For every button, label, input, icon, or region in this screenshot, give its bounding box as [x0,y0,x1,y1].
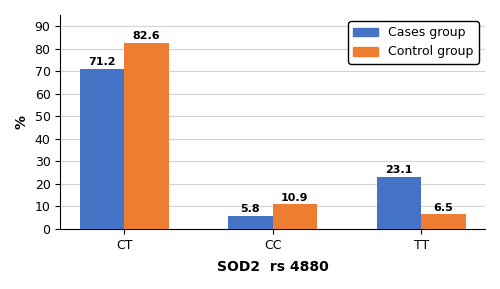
Bar [124,43,168,229]
X-axis label: SOD2  rs 4880: SOD2 rs 4880 [217,260,328,274]
Text: 71.2: 71.2 [88,57,116,67]
Text: 6.5: 6.5 [434,203,454,212]
Text: 5.8: 5.8 [240,204,260,214]
Bar [272,204,317,229]
Text: 10.9: 10.9 [281,192,308,203]
Bar [228,216,272,229]
Bar [376,177,421,229]
Text: 82.6: 82.6 [132,31,160,41]
Bar [421,214,466,229]
Y-axis label: %: % [15,115,29,129]
Text: 23.1: 23.1 [385,165,412,175]
Bar [80,68,124,229]
Legend: Cases group, Control group: Cases group, Control group [348,21,478,64]
